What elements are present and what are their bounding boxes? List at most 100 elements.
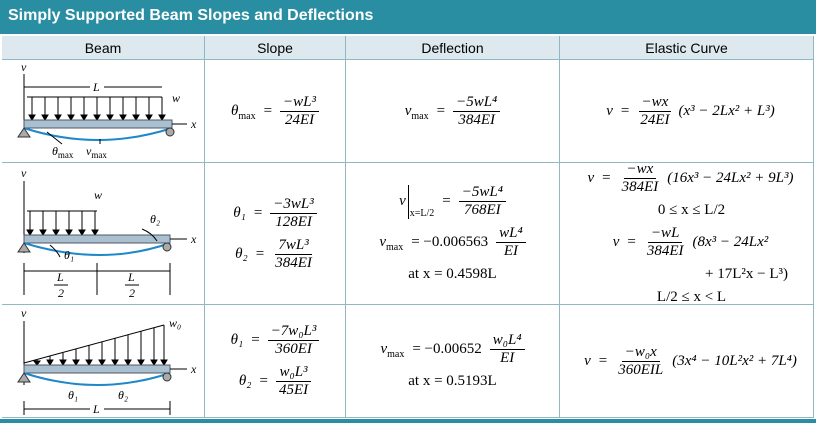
fraction: −5wL⁴ 384EI — [453, 94, 501, 129]
symbol: θ₁ — [230, 332, 244, 348]
formula: v max = −5wL⁴ 384EI — [346, 94, 559, 129]
symbol: v — [380, 341, 388, 357]
symbol: v — [379, 234, 386, 250]
denominator: 24EI — [640, 111, 670, 128]
numerator: −5wL⁴ — [453, 94, 501, 112]
formula: 0 ≤ x ≤ L/2 — [560, 202, 813, 219]
curve-cell: v = −wx 384EI (16x³ − 24Lx² + 9L³) 0 ≤ x ≤ L/… — [560, 161, 814, 305]
fraction: −wx 24EI — [637, 94, 672, 129]
label: θ₂ — [150, 212, 160, 226]
equals: = — [255, 245, 265, 262]
label: max — [91, 150, 107, 160]
equals: = — [263, 102, 273, 119]
numerator: −wx — [638, 94, 672, 112]
fraction: wL⁴ EI — [496, 225, 526, 260]
fraction: −7w₀L³ 360EI — [267, 323, 320, 358]
formula: v max = −0.006563 wL⁴ EI — [346, 225, 559, 260]
formula: v = −wL 384EI (8x³ − 24Lx² — [560, 225, 813, 260]
denominator: 384EI — [458, 111, 495, 128]
deflection-cell: v max = −5wL⁴ 384EI — [346, 60, 560, 163]
column-header: Deflection — [346, 36, 560, 60]
symbol: v — [587, 170, 595, 186]
text: 0 ≤ x ≤ L/2 — [657, 202, 726, 218]
label: x — [190, 232, 197, 246]
numerator: −wL — [647, 225, 683, 243]
deflection-cell: v max = −0.00652 w₀L⁴ EI at x = 0.5193L — [346, 305, 560, 418]
equals: = −0.006563 — [411, 234, 489, 250]
label: w — [172, 91, 180, 105]
equals: = — [602, 170, 611, 186]
numerator: −wL³ — [280, 94, 320, 112]
beam-cell: v L w x θmax vmax — [2, 60, 205, 163]
equals: = — [253, 204, 263, 221]
label: L — [92, 80, 100, 94]
numerator: 7wL³ — [275, 237, 312, 255]
beam-diagram: v w₀ x θ₁ θ₂ L — [17, 306, 197, 416]
text: L/2 ≤ x < L — [656, 289, 727, 305]
expression: (8x³ − 24Lx² — [692, 234, 769, 250]
denominator: 45EI — [278, 382, 309, 398]
label: θ — [52, 144, 58, 158]
label: θ₁ — [68, 388, 78, 402]
slope-cell: θ max = −wL³ 24EI — [205, 60, 346, 163]
evaluated-at: x=L/2 — [407, 184, 434, 219]
fraction: −w₀x 360EIL — [615, 344, 666, 379]
formula: θ₁ = −3wL³ 128EI — [205, 196, 345, 231]
label: v — [21, 60, 27, 74]
slope-cell: θ₁ = −7w₀L³ 360EI θ₂ = w₀L³ 45EI — [205, 305, 346, 418]
formula: v = −wx 24EI (x³ − 2Lx² + L³) — [560, 94, 813, 129]
label: L — [127, 270, 135, 284]
deflection-cell: v x=L/2 = −5wL⁴ 768EI v max = −0.006563 wL⁴ EI at … — [346, 163, 560, 305]
label: θ₁ — [64, 248, 74, 262]
curve-cell: v = −wx 24EI (x³ − 2Lx² + L³) — [560, 60, 814, 163]
numerator: −w₀x — [621, 344, 660, 362]
symbol: v — [404, 102, 412, 119]
label: θmax — [52, 144, 74, 160]
slope-cell: θ₁ = −3wL³ 128EI θ₂ = 7wL³ 384EI — [205, 163, 346, 305]
label: 2 — [129, 286, 135, 300]
equals: = — [627, 234, 636, 250]
beam-diagram: v L w x θmax vmax — [17, 60, 197, 160]
symbol: v — [399, 193, 406, 209]
numerator: w₀L³ — [276, 364, 311, 382]
formula: v x=L/2 = −5wL⁴ 768EI — [346, 184, 559, 219]
denominator: 360EI — [275, 341, 312, 357]
symbol: θ₂ — [235, 245, 248, 262]
beam-cell: v w x θ₂ θ₁ L 2 L 2 — [2, 163, 205, 305]
equals: = — [251, 332, 260, 348]
label: v — [86, 144, 92, 158]
equals: = — [598, 352, 608, 369]
formula: θ₂ = 7wL³ 384EI — [205, 237, 345, 272]
symbol: v — [584, 352, 591, 369]
numerator: −5wL⁴ — [458, 184, 506, 202]
numerator: wL⁴ — [496, 225, 526, 243]
label: L — [92, 402, 100, 416]
formula: v = −w₀x 360EIL (3x⁴ − 10L²x² + 7L⁴) — [560, 344, 813, 379]
expression: (x³ − 2Lx² + L³) — [678, 102, 775, 119]
fraction: −wL 384EI — [644, 225, 687, 260]
label: x — [190, 117, 197, 131]
label: max — [58, 150, 74, 160]
denominator: 24EI — [284, 111, 315, 128]
label: L — [56, 270, 64, 284]
subscript: max — [238, 110, 256, 122]
label: θ₂ — [118, 388, 128, 402]
text: at x = 0.4598L — [408, 266, 497, 282]
label: v — [21, 306, 27, 320]
title: Simply Supported Beam Slopes and Deflect… — [8, 7, 374, 24]
equals: = — [436, 102, 446, 119]
fraction: −wx 384EI — [619, 161, 662, 196]
column-header: Beam — [2, 36, 205, 60]
subscript: max — [411, 110, 429, 122]
label: w₀ — [169, 316, 181, 330]
title-bar: Simply Supported Beam Slopes and Deflect… — [0, 0, 816, 34]
denominator: 384EI — [275, 254, 312, 271]
numerator: −3wL³ — [270, 196, 317, 214]
column-header: Slope — [205, 36, 346, 60]
fraction: 7wL³ 384EI — [272, 237, 315, 272]
formula: θ₂ = w₀L³ 45EI — [205, 364, 345, 399]
denominator: EI — [503, 243, 518, 259]
symbol: θ₁ — [233, 204, 246, 221]
numerator: w₀L⁴ — [489, 332, 525, 350]
denominator: 360EIL — [618, 361, 664, 378]
